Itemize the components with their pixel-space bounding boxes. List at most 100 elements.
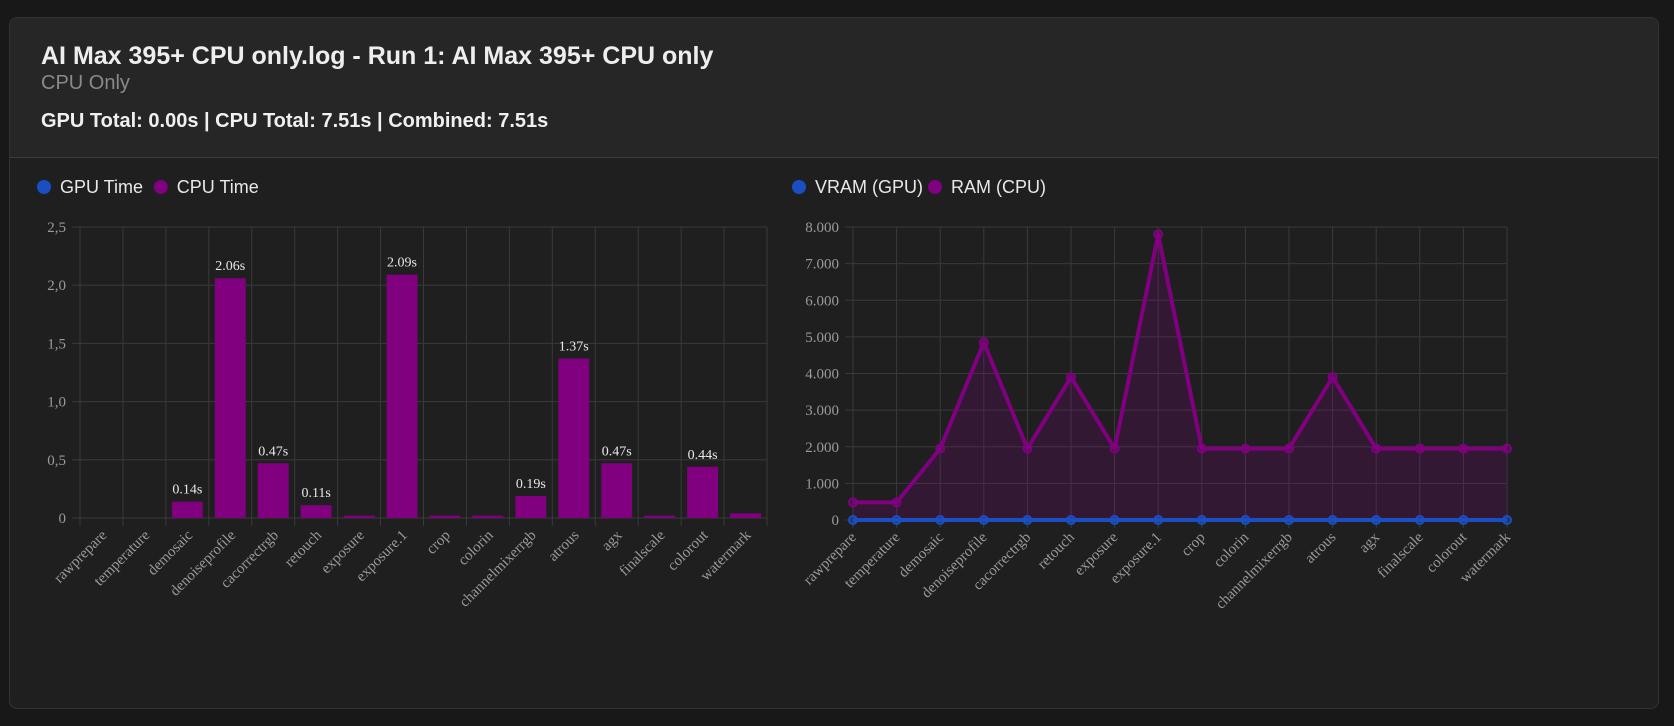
ram-point-11[interactable] — [1327, 372, 1338, 383]
ram-point-2[interactable] — [935, 443, 946, 454]
vram-point-7[interactable] — [1153, 515, 1164, 525]
cpu-time-bar-8[interactable] — [429, 515, 461, 518]
time-xtick-9: colorin — [455, 527, 497, 569]
vram-point-3[interactable] — [978, 515, 989, 525]
mem-ytick-8: 8.000 — [805, 220, 839, 236]
time-bar-chart: GPU Time CPU Time 0 0,5 1,0 1,5 2,0 2,5 0.14s 2.0… — [37, 177, 768, 611]
ram-point-0[interactable] — [848, 497, 858, 508]
time-xtick-12: agx — [599, 527, 626, 554]
time-xtick-10: channelmixerrgb — [457, 528, 540, 611]
cpu-time-bar-6[interactable] — [343, 515, 375, 518]
mem-ytick-7: 7.000 — [805, 257, 839, 273]
ram-point-9[interactable] — [1240, 443, 1251, 454]
cpu-time-bar-4[interactable] — [257, 463, 289, 518]
memory-line-chart: VRAM (GPU) RAM (CPU) 0 1.000 2.000 3.000 4.000… — [792, 177, 1514, 613]
time-ytick-1: 0,5 — [47, 453, 66, 469]
time-legend: GPU Time CPU Time — [37, 177, 259, 197]
time-legend-label-1[interactable]: CPU Time — [177, 177, 259, 197]
time-ytick-4: 2,0 — [47, 278, 66, 294]
ram-series-line[interactable] — [853, 232, 1507, 505]
mem-xtick-9: colorin — [1211, 529, 1253, 571]
mem-legend-marker-1[interactable] — [928, 180, 942, 194]
cpu-time-data-label-7: 2.09s — [387, 256, 417, 271]
cpu-time-data-label-11: 1.37s — [559, 340, 589, 355]
time-legend-label-0[interactable]: GPU Time — [60, 177, 143, 197]
mem-legend: VRAM (GPU) RAM (CPU) — [792, 177, 1046, 197]
time-ytick-2: 1,0 — [47, 395, 66, 411]
cpu-time-bar-3[interactable] — [214, 278, 246, 518]
time-ytick-3: 1,5 — [47, 336, 66, 352]
mem-ytick-3: 3.000 — [805, 403, 839, 419]
vram-point-6[interactable] — [1109, 515, 1120, 525]
time-xtick-8: crop — [424, 528, 454, 558]
vram-point-2[interactable] — [935, 515, 946, 525]
ram-point-1[interactable] — [891, 497, 902, 508]
vram-point-9[interactable] — [1240, 515, 1251, 525]
run-totals: GPU Total: 0.00s | CPU Total: 7.51s | Co… — [41, 110, 549, 132]
cpu-time-data-label-14: 0.44s — [688, 448, 718, 463]
mem-legend-marker-0[interactable] — [792, 180, 806, 194]
ram-point-4[interactable] — [1022, 443, 1033, 454]
cpu-time-bar-15[interactable] — [730, 513, 761, 518]
time-legend-marker-1[interactable] — [153, 180, 168, 194]
ram-point-8[interactable] — [1196, 443, 1207, 454]
mem-xtick-5: retouch — [1035, 529, 1078, 572]
cpu-time-bar-7[interactable] — [386, 274, 418, 518]
mem-ytick-0: 0 — [832, 513, 840, 529]
vram-point-12[interactable] — [1371, 515, 1382, 525]
ram-point-14[interactable] — [1458, 443, 1469, 454]
time-legend-marker-0[interactable] — [37, 180, 51, 194]
mem-xtick-11: atrous — [1302, 529, 1339, 566]
cpu-time-bar-13[interactable] — [644, 515, 676, 518]
cpu-time-bar-9[interactable] — [472, 515, 504, 518]
vram-point-8[interactable] — [1196, 515, 1207, 525]
mem-xtick-12: agx — [1356, 529, 1383, 556]
mem-xtick-8: crop — [1178, 530, 1208, 560]
cpu-time-data-label-2: 0.14s — [172, 483, 202, 498]
cpu-time-bar-11[interactable] — [558, 358, 590, 518]
vram-point-14[interactable] — [1458, 515, 1469, 525]
time-xtick-13: finalscale — [617, 527, 669, 579]
vram-point-0[interactable] — [848, 515, 858, 525]
ram-point-6[interactable] — [1109, 443, 1120, 454]
cpu-time-data-label-10: 0.19s — [516, 477, 546, 492]
ram-point-3[interactable] — [978, 337, 989, 348]
cpu-time-bar-2[interactable] — [171, 501, 203, 518]
mem-xtick-10: channelmixerrgb — [1213, 530, 1296, 613]
time-ytick-5: 2,5 — [47, 220, 66, 236]
mem-ytick-6: 6.000 — [805, 293, 839, 309]
run-subtitle: CPU Only — [41, 72, 130, 94]
ram-point-15[interactable] — [1502, 443, 1512, 454]
mem-ytick-2: 2.000 — [805, 440, 839, 456]
mem-legend-label-1[interactable]: RAM (CPU) — [951, 177, 1046, 197]
time-xtick-11: atrous — [545, 527, 582, 564]
mem-xtick-13: finalscale — [1375, 529, 1427, 581]
vram-point-15[interactable] — [1502, 515, 1512, 525]
cpu-time-bar-12[interactable] — [601, 463, 633, 518]
run-title: AI Max 395+ CPU only.log - Run 1: AI Max… — [41, 42, 714, 70]
cpu-time-data-label-12: 0.47s — [602, 444, 632, 459]
ram-point-12[interactable] — [1371, 443, 1382, 454]
ram-point-10[interactable] — [1284, 443, 1294, 454]
run-card: AI Max 395+ CPU only.log - Run 1: AI Max… — [9, 17, 1659, 709]
ram-point-13[interactable] — [1414, 443, 1425, 454]
ram-point-7[interactable] — [1153, 229, 1164, 240]
vram-point-10[interactable] — [1284, 515, 1294, 525]
ram-area-fill — [853, 234, 1507, 520]
mem-legend-label-0[interactable]: VRAM (GPU) — [815, 177, 923, 197]
mem-ytick-4: 4.000 — [805, 367, 839, 383]
card-header: AI Max 395+ CPU only.log - Run 1: AI Max… — [10, 18, 1658, 158]
cpu-time-data-label-4: 0.47s — [258, 444, 288, 459]
vram-point-5[interactable] — [1066, 515, 1076, 525]
vram-point-11[interactable] — [1327, 515, 1338, 525]
vram-point-13[interactable] — [1414, 515, 1425, 525]
vram-point-1[interactable] — [891, 515, 902, 525]
cpu-time-data-label-5: 0.11s — [301, 486, 330, 501]
cpu-time-bar-5[interactable] — [300, 505, 332, 518]
ram-point-5[interactable] — [1066, 372, 1076, 383]
cpu-time-bar-10[interactable] — [515, 495, 547, 518]
vram-point-4[interactable] — [1022, 515, 1033, 525]
cpu-time-bar-14[interactable] — [687, 466, 719, 518]
cpu-time-data-label-3: 2.06s — [215, 259, 245, 274]
mem-ytick-1: 1.000 — [805, 476, 839, 492]
